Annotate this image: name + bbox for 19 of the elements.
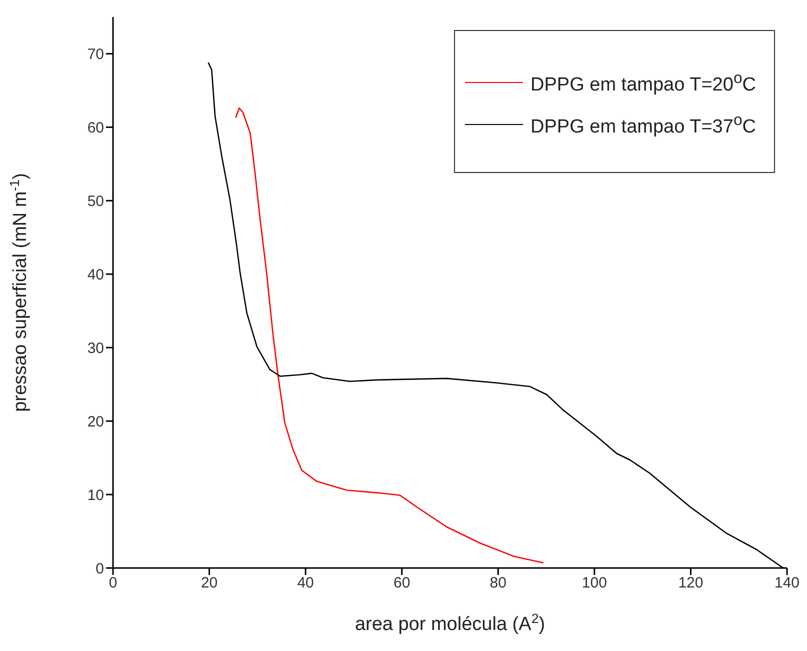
legend-label: DPPG em tampao T=20$^{o}$C — [530, 69, 756, 98]
x-tick-label: 80 — [490, 574, 506, 592]
y-tick-label: 30 — [87, 340, 104, 357]
x-tick-label: 0 — [108, 574, 118, 592]
y-tick-label: 60 — [87, 120, 104, 137]
x-tick-label: 60 — [394, 574, 410, 592]
x-tick-label: 120 — [678, 574, 704, 592]
x-tick-label: 40 — [297, 574, 314, 592]
legend-label: DPPG em tampao T=37$^{o}$C — [530, 111, 756, 140]
y-tick-label: 10 — [87, 486, 104, 504]
x-tick-label: 20 — [200, 574, 218, 592]
y-tick-label: 40 — [87, 266, 104, 284]
y-tick-label: 50 — [87, 192, 104, 210]
y-tick-label: 70 — [87, 46, 104, 64]
y-tick-label: 20 — [87, 413, 104, 430]
y-tick-label: 0 — [96, 560, 104, 578]
x-tick-label: 140 — [774, 574, 800, 592]
x-tick-label: 100 — [582, 574, 607, 592]
x-axis-title: area por molécula (A$^{2}$) — [354, 610, 546, 635]
